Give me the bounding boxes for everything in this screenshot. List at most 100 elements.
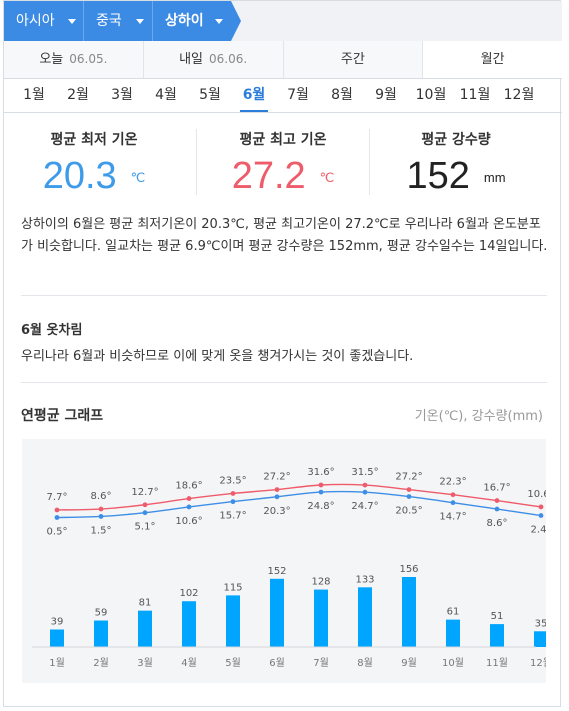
annual-chart: 7.7° 8.6° 12.7° 18.6° 23.5° 27.2° 31.6° 31.5° 27…	[22, 439, 546, 683]
low-temp-label-4: 10.6°	[175, 516, 202, 527]
rain-value-label-7: 128	[311, 577, 330, 588]
low-temp-point-4	[186, 504, 192, 510]
tab-month-3[interactable]: 3월	[111, 87, 133, 103]
high-temp-point-7	[318, 482, 324, 488]
low-temp-point-8	[362, 489, 368, 495]
rain-bar-8	[358, 587, 372, 647]
low-temp-point-3	[142, 510, 148, 516]
rain-value-label-12: 35	[535, 618, 546, 629]
stat-avg-low-value: 20.3	[42, 155, 117, 197]
low-temp-point-5	[230, 499, 236, 505]
low-temp-point-12	[538, 513, 544, 518]
low-temp-point-1	[54, 515, 60, 520]
stat-avg-low-label: 평균 최저 기온	[50, 132, 138, 148]
high-temp-label-9: 27.2°	[395, 472, 422, 483]
rain-value-label-9: 156	[399, 564, 418, 575]
tab-month-12[interactable]: 12월	[503, 87, 535, 103]
breadcrumb-city[interactable]: 상하이	[153, 1, 241, 41]
rain-bar-3	[138, 610, 152, 647]
rain-value-label-11: 51	[491, 611, 504, 622]
low-temp-point-11	[494, 506, 500, 512]
tab-month-2[interactable]: 2월	[67, 87, 89, 103]
month-tabs: 1월 2월 3월 4월 5월 6월 7월 8월 9월 10월 11월 12월	[4, 79, 562, 113]
high-temp-label-2: 8.6°	[91, 491, 112, 502]
rain-bar-4	[182, 601, 196, 647]
stat-avg-high: 평균 최고 기온 27.2 ℃	[197, 129, 369, 199]
low-temp-label-2: 1.5°	[91, 525, 112, 536]
rain-value-label-2: 59	[95, 608, 108, 619]
rain-bar-6	[270, 578, 284, 647]
x-tick-label-2: 2월	[93, 657, 109, 669]
high-temp-label-1: 7.7°	[47, 492, 68, 503]
tab-month-4[interactable]: 4월	[155, 87, 177, 103]
low-temp-line	[56, 490, 542, 519]
high-temp-line	[56, 483, 542, 511]
tab-tomorrow[interactable]: 내일 06.06.	[143, 41, 284, 78]
high-temp-label-8: 31.5°	[351, 467, 378, 478]
chevron-down-icon	[215, 19, 223, 24]
tab-month-9[interactable]: 9월	[375, 87, 397, 103]
rain-bar-9	[402, 577, 416, 647]
x-tick-label-11: 11월	[486, 657, 508, 669]
month-description: 상하이의 6월은 평균 최저기온이 20.3℃, 평균 최고기온이 27.2℃로…	[21, 217, 548, 254]
high-temp-label-7: 31.6°	[307, 467, 334, 478]
low-temp-label-1: 0.5°	[47, 527, 68, 538]
low-temp-point-10	[450, 500, 456, 506]
graph-title: 연평균 그래프	[21, 408, 104, 424]
high-temp-label-11: 16.7°	[483, 483, 510, 494]
annual-chart-svg: 7.7° 8.6° 12.7° 18.6° 23.5° 27.2° 31.6° 31.5° 27…	[32, 467, 546, 669]
low-temp-label-6: 20.3°	[263, 506, 290, 517]
tab-monthly[interactable]: 월간	[423, 41, 562, 78]
stat-avg-rain-value: 152	[406, 155, 470, 197]
high-temp-point-9	[406, 487, 412, 492]
rain-bar-12	[534, 631, 546, 647]
stat-avg-rain-label: 평균 강수량	[421, 132, 491, 148]
tab-month-11[interactable]: 11월	[459, 87, 491, 103]
clothes-text: 우리나라 6월과 비슷하므로 이에 맞게 옷을 챙겨가시는 것이 좋겠습니다.	[21, 349, 414, 364]
tab-month-10[interactable]: 10월	[415, 87, 447, 103]
x-tick-label-4: 4월	[181, 657, 197, 669]
stat-avg-high-unit: ℃	[319, 170, 335, 185]
rain-value-label-1: 39	[51, 617, 64, 628]
high-temp-point-6	[274, 487, 280, 492]
tab-weekly[interactable]: 주간	[283, 41, 424, 78]
x-tick-label-7: 7월	[313, 657, 329, 669]
stat-avg-low-unit: ℃	[130, 170, 146, 185]
breadcrumb-country[interactable]: 중국	[84, 1, 153, 41]
low-temp-point-7	[318, 489, 324, 495]
low-temp-label-3: 5.1°	[135, 522, 156, 533]
stat-avg-low: 평균 최저 기온 20.3 ℃	[8, 129, 180, 199]
tab-today[interactable]: 오늘 06.05.	[4, 41, 144, 78]
stat-avg-high-label: 평균 최고 기온	[239, 132, 327, 148]
breadcrumb-continent-label: 아시아	[16, 13, 55, 29]
rain-value-label-6: 152	[267, 566, 286, 577]
tab-month-7[interactable]: 7월	[287, 87, 309, 103]
rain-value-label-5: 115	[223, 582, 242, 593]
clothes-title: 6월 옷차림	[21, 323, 83, 338]
high-temp-point-1	[54, 507, 60, 513]
low-temp-label-9: 20.5°	[395, 506, 422, 517]
tab-month-5[interactable]: 5월	[199, 87, 221, 103]
rain-value-label-10: 61	[447, 607, 460, 618]
high-temp-point-4	[186, 496, 192, 501]
high-temp-label-10: 22.3°	[439, 477, 466, 488]
x-tick-label-9: 9월	[401, 657, 417, 669]
x-tick-label-5: 5월	[225, 657, 241, 669]
low-temp-point-2	[98, 514, 104, 519]
breadcrumb-country-label: 중국	[96, 13, 122, 29]
tab-month-8[interactable]: 8월	[331, 87, 353, 103]
x-tick-label-12: 12월	[530, 657, 546, 669]
x-tick-label-8: 8월	[357, 657, 373, 669]
breadcrumb-continent[interactable]: 아시아	[4, 1, 84, 41]
low-temp-label-8: 24.7°	[351, 501, 378, 512]
tab-month-1[interactable]: 1월	[23, 87, 45, 103]
weather-panel: 아시아 중국 상하이 오늘 06.05. 내일 06.06. 주간 월간 1월 2월 3…	[3, 0, 562, 707]
low-temp-label-5: 15.7°	[219, 511, 246, 522]
x-tick-label-3: 3월	[137, 657, 153, 669]
rain-bar-7	[314, 589, 328, 647]
breadcrumb-city-label: 상하이	[165, 13, 204, 29]
x-tick-label-1: 1월	[49, 657, 65, 669]
tab-month-6[interactable]: 6월	[234, 79, 274, 112]
x-tick-label-10: 10월	[442, 657, 464, 669]
low-temp-point-9	[406, 494, 412, 499]
